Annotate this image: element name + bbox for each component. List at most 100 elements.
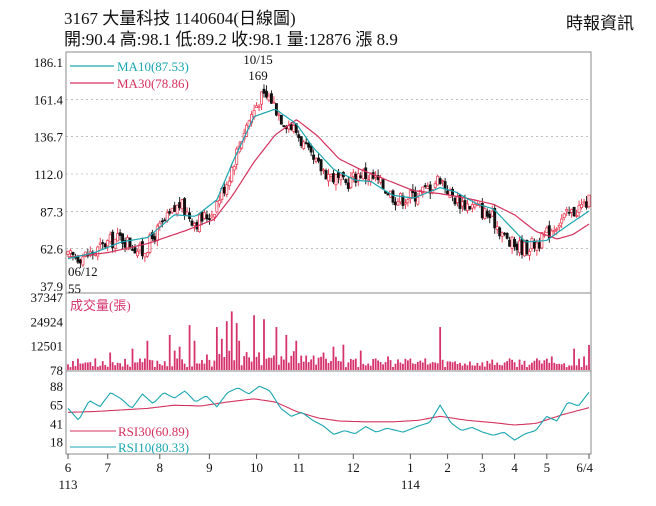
- candle-body: [173, 205, 177, 212]
- moving-average-lines: [67, 108, 590, 260]
- x-tick-label: 8: [157, 460, 164, 475]
- candle-body: [537, 242, 541, 249]
- candle-body: [322, 169, 325, 172]
- rsi-tick-label: 18: [50, 435, 63, 450]
- x-tick-label: 6/4: [576, 460, 593, 475]
- candle-body: [386, 193, 390, 196]
- candle-body: [198, 214, 201, 232]
- gridlines: [66, 99, 591, 459]
- x-tick-label: 6: [65, 460, 72, 475]
- x-tick-label: 9: [206, 460, 213, 475]
- candle-body: [366, 179, 370, 182]
- candle-body: [297, 134, 301, 139]
- candle-body: [565, 209, 569, 212]
- price-tick-label: 112.0: [34, 167, 63, 182]
- x-tick-label: 3: [479, 460, 486, 475]
- candle-body: [118, 232, 122, 236]
- price-tick-label: 62.6: [40, 242, 63, 257]
- candle-body: [510, 236, 514, 249]
- candle-body: [215, 201, 219, 213]
- candle-body: [101, 242, 105, 244]
- candle-body: [175, 204, 179, 215]
- candle-body: [267, 95, 271, 101]
- candle-body: [381, 179, 385, 190]
- candle-body: [150, 232, 154, 239]
- candle-body: [555, 228, 559, 231]
- candle-body: [503, 232, 507, 235]
- candle-body: [351, 172, 355, 178]
- candle-body: [572, 206, 576, 217]
- candle-body: [488, 213, 492, 219]
- candle-body: [354, 173, 358, 183]
- ma30-line: [67, 119, 590, 258]
- year-label: 114: [401, 477, 421, 492]
- candle-body: [76, 256, 80, 263]
- candle-body: [217, 200, 221, 205]
- legend-ma10: MA10(87.53): [117, 59, 189, 74]
- candle-body: [438, 178, 442, 184]
- candle-body: [577, 205, 581, 213]
- candle-body: [369, 173, 373, 183]
- candle-body: [421, 186, 425, 194]
- candle-body: [257, 105, 261, 108]
- price-tick-label: 136.7: [34, 130, 64, 145]
- candle-body: [436, 175, 440, 186]
- candle-body: [222, 186, 226, 194]
- volume-tick-label: 37347: [31, 290, 64, 305]
- candle-body: [225, 184, 229, 195]
- candle-body: [468, 206, 472, 210]
- low-date-annotation: 06/12: [68, 264, 98, 279]
- candle-body: [528, 251, 531, 256]
- candle-body: [443, 181, 447, 189]
- candle-body: [81, 256, 85, 266]
- low-value-annotation: 55: [68, 281, 81, 296]
- candle-body: [461, 201, 464, 207]
- candle-body: [426, 186, 430, 189]
- axis-labels: 186.1 161.4 136.7 112.0 87.3 62.6 37.9 MA10(87.…: [31, 52, 594, 492]
- candle-body: [131, 249, 134, 251]
- candle-body: [140, 241, 144, 257]
- candle-body: [319, 159, 323, 172]
- candle-body: [518, 240, 521, 253]
- candle-body: [163, 219, 167, 222]
- candle-body: [346, 182, 350, 189]
- legend-rsi30: RSI30(60.89): [118, 424, 189, 439]
- candle-body: [312, 154, 316, 160]
- candle-body: [485, 210, 489, 217]
- candle-body: [520, 238, 524, 255]
- candle-body: [207, 218, 211, 220]
- candle-body: [212, 214, 216, 218]
- x-tick-label: 4: [511, 460, 518, 475]
- candle-body: [463, 200, 467, 210]
- candle-body: [168, 211, 172, 214]
- candle-body: [398, 193, 402, 203]
- candle-body: [451, 188, 454, 197]
- candle-body: [329, 174, 333, 177]
- ma10-line: [67, 108, 590, 260]
- candle-body: [570, 209, 574, 213]
- candle-body: [364, 167, 368, 179]
- candle-body: [371, 172, 375, 179]
- candle-body: [210, 214, 214, 218]
- candle-body: [227, 180, 231, 187]
- candle-body: [314, 158, 318, 162]
- volume-bars: [67, 311, 590, 370]
- candle-body: [453, 197, 457, 205]
- candle-body: [317, 157, 321, 162]
- candle-body: [324, 170, 328, 180]
- candle-body: [408, 190, 412, 200]
- candle-body: [433, 183, 437, 188]
- candle-body: [190, 220, 194, 226]
- candle-body: [508, 239, 512, 247]
- candle-body: [403, 202, 407, 205]
- candle-body: [106, 240, 110, 247]
- candle-body: [582, 201, 586, 204]
- x-tick-label: 2: [444, 460, 451, 475]
- candle-body: [69, 250, 72, 254]
- candle-body: [515, 243, 519, 251]
- candle-body: [500, 232, 504, 237]
- candle-body: [406, 199, 410, 203]
- candle-body: [473, 204, 477, 208]
- candle-body: [262, 88, 266, 94]
